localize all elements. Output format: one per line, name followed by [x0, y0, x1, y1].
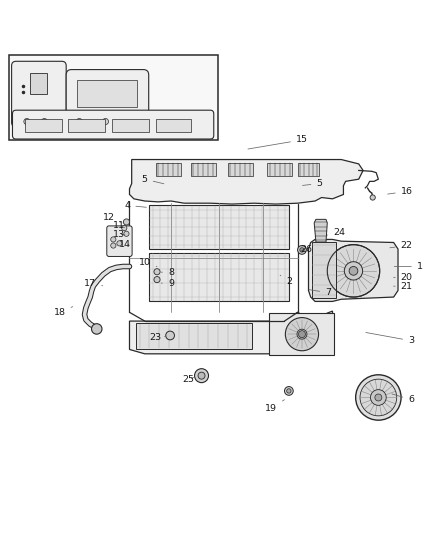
Text: 6: 6	[392, 394, 414, 404]
Polygon shape	[314, 220, 327, 242]
Circle shape	[154, 277, 160, 282]
FancyBboxPatch shape	[12, 61, 66, 127]
Polygon shape	[130, 311, 332, 354]
Text: 17: 17	[84, 279, 103, 288]
Text: 14: 14	[119, 240, 131, 249]
Circle shape	[286, 318, 318, 351]
Text: 18: 18	[53, 306, 73, 317]
Bar	[149, 205, 289, 249]
Text: 4: 4	[124, 201, 146, 210]
Bar	[311, 241, 336, 298]
Bar	[297, 164, 319, 176]
Text: 5: 5	[142, 175, 164, 184]
Text: 24: 24	[327, 228, 345, 237]
Circle shape	[344, 262, 363, 280]
FancyBboxPatch shape	[66, 70, 149, 116]
Bar	[191, 164, 216, 176]
Circle shape	[297, 329, 307, 339]
Text: 25: 25	[183, 375, 194, 384]
Text: 2: 2	[280, 275, 292, 286]
Circle shape	[198, 372, 205, 379]
Text: 11: 11	[113, 221, 125, 230]
Text: 16: 16	[388, 187, 413, 196]
Circle shape	[297, 246, 306, 254]
Bar	[267, 164, 292, 176]
Text: 23: 23	[150, 333, 166, 342]
Text: 12: 12	[103, 213, 122, 223]
Bar	[228, 164, 253, 176]
Bar	[25, 119, 62, 133]
Circle shape	[92, 324, 102, 334]
Text: 21: 21	[394, 281, 413, 290]
Circle shape	[111, 243, 116, 248]
Circle shape	[124, 231, 129, 236]
Bar	[9, 55, 218, 140]
Bar	[269, 313, 334, 354]
Text: 22: 22	[390, 241, 413, 250]
Text: 20: 20	[394, 273, 413, 282]
Text: 10: 10	[139, 257, 157, 266]
Bar	[149, 253, 289, 302]
Polygon shape	[308, 239, 398, 302]
Text: 26: 26	[300, 245, 312, 254]
Circle shape	[356, 375, 401, 420]
Circle shape	[124, 219, 130, 225]
FancyBboxPatch shape	[107, 226, 132, 256]
Bar	[68, 119, 106, 133]
FancyBboxPatch shape	[12, 110, 214, 139]
Circle shape	[166, 331, 174, 340]
Circle shape	[360, 379, 397, 416]
Polygon shape	[130, 159, 363, 204]
Circle shape	[371, 390, 386, 405]
Circle shape	[117, 241, 122, 246]
Circle shape	[327, 245, 380, 297]
Circle shape	[298, 330, 305, 338]
Circle shape	[102, 118, 109, 125]
Bar	[77, 80, 138, 107]
Circle shape	[300, 248, 304, 252]
Circle shape	[122, 225, 127, 231]
Circle shape	[76, 118, 82, 125]
Circle shape	[285, 386, 293, 395]
Bar	[155, 119, 191, 133]
Text: 13: 13	[113, 230, 125, 239]
Circle shape	[194, 369, 208, 383]
Text: 15: 15	[248, 135, 308, 149]
Text: 8: 8	[161, 268, 174, 277]
Circle shape	[287, 389, 291, 393]
Bar	[136, 323, 252, 349]
Circle shape	[349, 266, 358, 275]
Circle shape	[370, 195, 375, 200]
Bar	[112, 119, 149, 133]
Bar	[155, 164, 181, 176]
Text: 1: 1	[394, 262, 423, 271]
Text: 5: 5	[303, 179, 322, 188]
Text: 7: 7	[309, 288, 331, 297]
Text: 3: 3	[366, 333, 414, 345]
Circle shape	[41, 118, 47, 125]
Text: 9: 9	[161, 279, 174, 288]
Circle shape	[24, 118, 30, 125]
Bar	[30, 73, 47, 94]
Circle shape	[111, 237, 116, 242]
Circle shape	[154, 269, 160, 275]
Circle shape	[375, 394, 382, 401]
Text: 19: 19	[265, 400, 285, 413]
